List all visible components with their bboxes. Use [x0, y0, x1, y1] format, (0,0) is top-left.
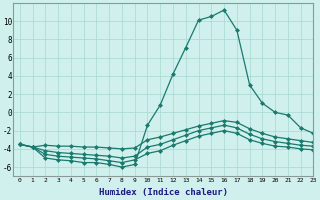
X-axis label: Humidex (Indice chaleur): Humidex (Indice chaleur): [99, 188, 228, 197]
